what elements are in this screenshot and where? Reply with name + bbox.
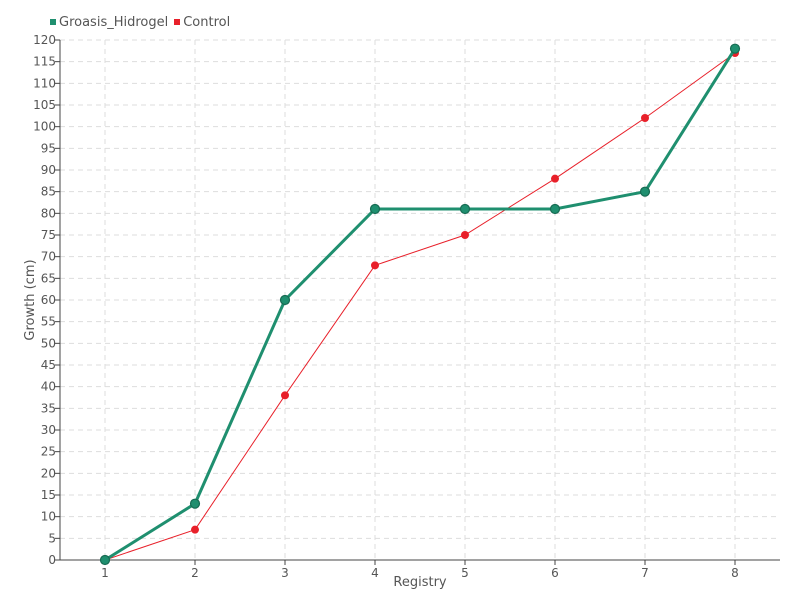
y-tick-label: 20 (41, 466, 56, 480)
y-tick-label: 120 (33, 33, 56, 47)
y-tick-label: 5 (48, 531, 56, 545)
y-tick-label: 25 (41, 445, 56, 459)
x-axis-label: Registry (393, 575, 447, 590)
y-tick-label: 105 (33, 98, 56, 112)
y-tick-label: 35 (41, 401, 56, 415)
legend-label-groasis: Groasis_Hidrogel (59, 14, 169, 30)
x-tick-label: 3 (281, 566, 289, 580)
legend-item-groasis[interactable]: Groasis_Hidrogel (50, 15, 168, 30)
y-tick-label: 115 (33, 55, 56, 69)
data-point-groasis[interactable] (189, 498, 201, 509)
data-point-groasis[interactable] (279, 294, 291, 306)
y-tick-label: 40 (41, 380, 56, 394)
y-ticks: 0 5 10 15 20 25 30 35 40 45 50 55 60 65 70 75 80 85 90 95 10… (33, 33, 60, 567)
data-point-control[interactable] (371, 261, 379, 270)
y-tick-label: 45 (41, 358, 56, 372)
y-tick-label: 60 (41, 293, 56, 307)
series-layer (99, 43, 741, 566)
legend-item-control[interactable]: Control (174, 15, 230, 30)
x-tick-label: 5 (461, 566, 469, 580)
data-point-control[interactable] (191, 525, 199, 534)
data-point-groasis[interactable] (549, 203, 561, 215)
y-tick-label: 110 (33, 76, 56, 90)
x-ticks: 1 2 3 4 5 6 7 8 (101, 560, 739, 580)
data-point-groasis[interactable] (729, 43, 741, 54)
series-line-control (104, 52, 736, 561)
data-point-control[interactable] (461, 231, 469, 239)
grid (60, 39, 780, 560)
data-point-control[interactable] (281, 391, 289, 400)
y-tick-label: 75 (41, 228, 56, 242)
legend: Groasis_Hidrogel Control (50, 12, 236, 32)
legend-label-control: Control (183, 14, 231, 30)
y-tick-label: 50 (41, 336, 56, 350)
x-tick-label: 2 (191, 566, 199, 580)
data-point-control[interactable] (641, 114, 649, 122)
y-tick-label: 90 (41, 163, 56, 177)
y-axis-label: Growth (cm) (23, 259, 38, 340)
x-tick-label: 7 (641, 566, 649, 580)
y-tick-label: 80 (41, 206, 56, 220)
y-tick-label: 0 (48, 553, 56, 567)
y-tick-label: 55 (41, 315, 56, 329)
y-tick-label: 70 (41, 250, 56, 264)
y-tick-label: 30 (41, 423, 56, 437)
series-line-groasis (104, 47, 737, 562)
y-tick-label: 100 (33, 120, 56, 134)
data-point-groasis[interactable] (369, 203, 381, 215)
x-tick-label: 6 (551, 566, 559, 580)
data-point-control[interactable] (551, 174, 559, 183)
x-tick-label: 4 (371, 566, 379, 580)
data-point-groasis[interactable] (99, 554, 111, 566)
data-point-groasis[interactable] (639, 186, 651, 197)
x-tick-label: 1 (101, 566, 109, 580)
y-tick-label: 85 (41, 185, 56, 199)
x-tick-label: 8 (731, 566, 739, 580)
y-tick-label: 65 (41, 271, 56, 285)
data-point-groasis[interactable] (459, 203, 471, 215)
legend-swatch-groasis (50, 19, 56, 25)
legend-swatch-control (174, 19, 181, 25)
y-tick-label: 10 (41, 510, 56, 524)
y-tick-label: 15 (41, 488, 56, 502)
y-tick-label: 95 (41, 141, 56, 155)
